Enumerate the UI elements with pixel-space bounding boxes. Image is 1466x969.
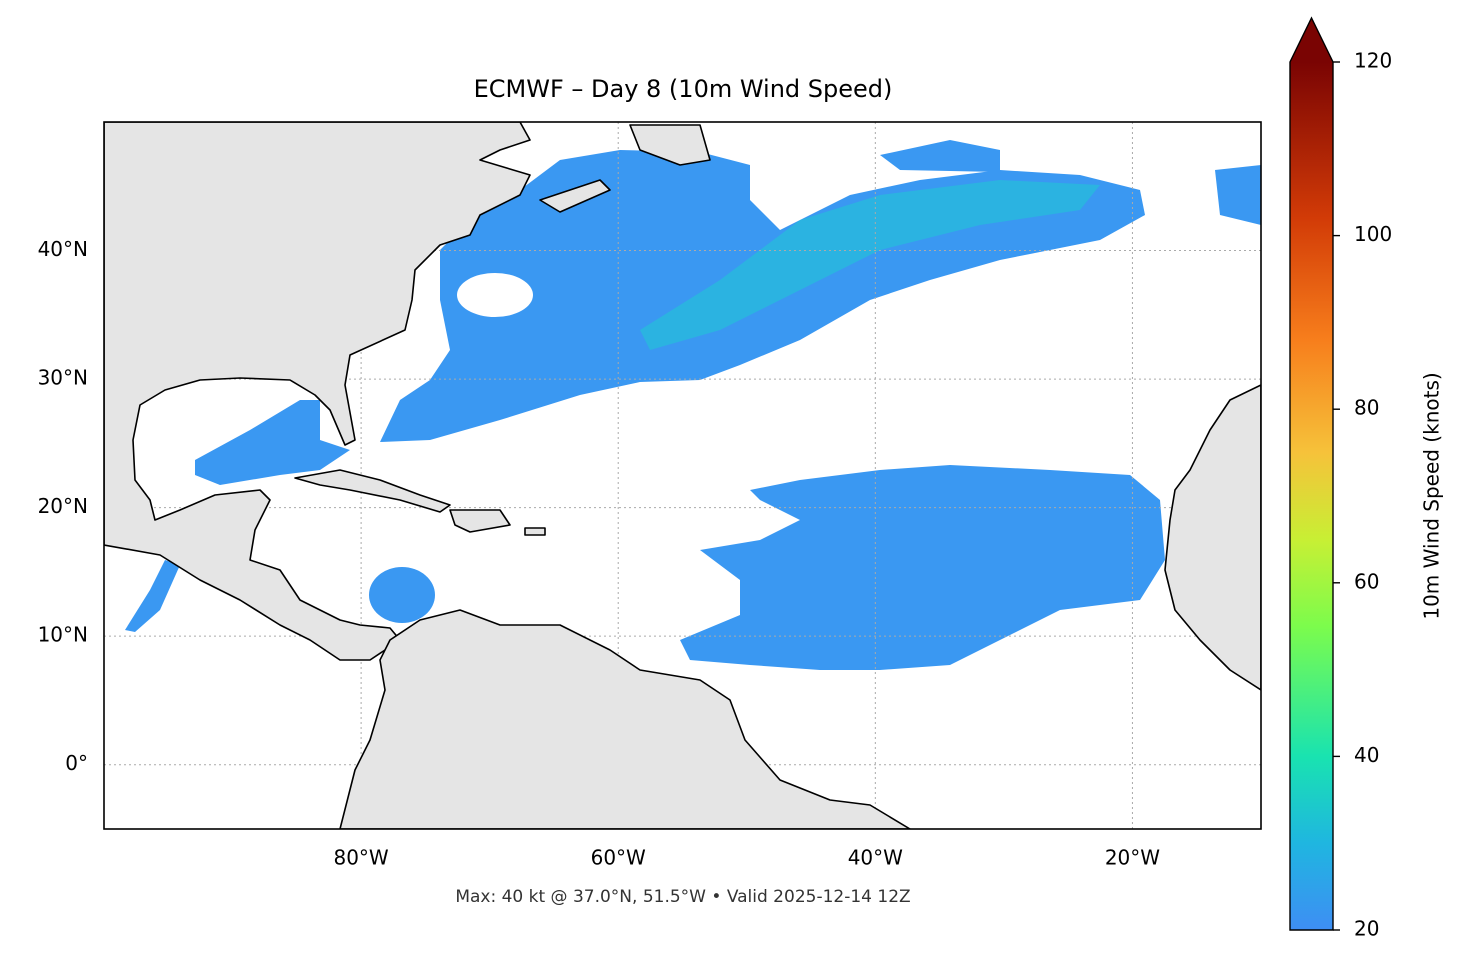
x-tick-label: 40°W [848,846,903,870]
chart-title: ECMWF – Day 8 (10m Wind Speed) [474,75,893,103]
footer-note: Max: 40 kt @ 37.0°N, 51.5°W • Valid 2025… [455,887,910,907]
land [104,122,1261,829]
x-tick-label: 60°W [591,846,646,870]
south-america [339,609,911,829]
map [104,122,1261,829]
wind-area [369,567,435,623]
wind-core [640,180,1100,350]
colorbar-label: 10m Wind Speed (knots) [1420,372,1444,619]
colorbar-tick-label: 80 [1354,396,1379,420]
colorbar: 10m Wind Speed (knots) [1289,16,1444,931]
wind-gap [457,273,533,317]
colorbar-tick-label: 100 [1354,222,1392,246]
north-america [104,122,531,661]
y-tick-label: 0° [65,751,88,775]
colorbar-frame [1289,16,1334,931]
wind-area [680,465,1165,670]
hispaniola [449,509,511,533]
y-tick-label: 10°N [38,623,88,647]
colorbar-tick-label: 40 [1354,743,1379,767]
puerto-rico [524,527,546,536]
colorbar-tick-label: 20 [1354,917,1379,941]
nova-scotia [539,179,611,213]
newfoundland [629,124,711,166]
y-tick-label: 30°N [38,366,88,390]
africa [1164,384,1261,691]
cuba [294,469,451,513]
wind-area [195,400,350,485]
colorbar-tick-label: 60 [1354,569,1379,593]
wind-area [880,140,1000,172]
colorbar-ramp [1290,62,1333,930]
colorbar-extend [1290,18,1333,62]
wind-field [125,140,1261,670]
wind-area [1215,165,1261,225]
plot-frame [103,121,1262,830]
x-tick-label: 80°W [333,846,388,870]
y-tick-label: 40°N [38,237,88,261]
wind-area [125,560,180,632]
colorbar-tick-label: 120 [1354,49,1392,73]
x-tick-label: 20°W [1105,846,1160,870]
y-tick-label: 20°N [38,494,88,518]
